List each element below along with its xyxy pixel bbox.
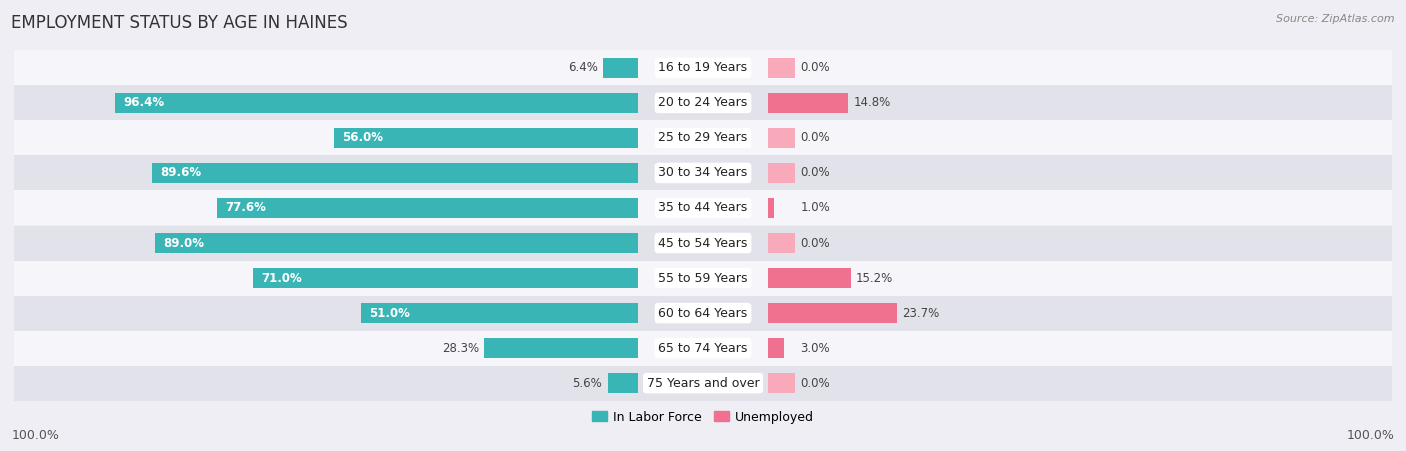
Text: 100.0%: 100.0% xyxy=(11,429,59,442)
Text: 14.8%: 14.8% xyxy=(853,97,891,110)
Text: 5.6%: 5.6% xyxy=(572,377,602,390)
Bar xyxy=(155,233,638,253)
Text: 65 to 74 Years: 65 to 74 Years xyxy=(658,341,748,354)
Bar xyxy=(603,58,638,78)
Text: 1.0%: 1.0% xyxy=(800,202,831,215)
Text: 100.0%: 100.0% xyxy=(1347,429,1395,442)
Text: 51.0%: 51.0% xyxy=(370,307,411,320)
Text: 89.0%: 89.0% xyxy=(163,236,204,249)
Bar xyxy=(0,120,1406,156)
Bar xyxy=(485,338,638,358)
Bar xyxy=(768,268,851,288)
Text: 3.0%: 3.0% xyxy=(800,341,831,354)
Text: 0.0%: 0.0% xyxy=(800,131,831,144)
Text: 75 Years and over: 75 Years and over xyxy=(647,377,759,390)
Bar xyxy=(0,51,1406,85)
Legend: In Labor Force, Unemployed: In Labor Force, Unemployed xyxy=(586,405,820,428)
Bar xyxy=(768,128,796,148)
Bar xyxy=(768,93,848,113)
Text: 89.6%: 89.6% xyxy=(160,166,201,179)
Text: 20 to 24 Years: 20 to 24 Years xyxy=(658,97,748,110)
Text: Source: ZipAtlas.com: Source: ZipAtlas.com xyxy=(1277,14,1395,23)
Bar xyxy=(0,331,1406,366)
Bar xyxy=(768,198,773,218)
Bar xyxy=(0,261,1406,295)
Text: 0.0%: 0.0% xyxy=(800,166,831,179)
Text: 15.2%: 15.2% xyxy=(856,272,893,285)
Bar xyxy=(768,303,897,323)
Bar xyxy=(0,295,1406,331)
Bar xyxy=(0,226,1406,261)
Text: 0.0%: 0.0% xyxy=(800,236,831,249)
Text: 16 to 19 Years: 16 to 19 Years xyxy=(658,61,748,74)
Text: 28.3%: 28.3% xyxy=(441,341,479,354)
Bar xyxy=(115,93,638,113)
Bar xyxy=(768,163,796,183)
Text: 6.4%: 6.4% xyxy=(568,61,598,74)
Bar xyxy=(0,190,1406,226)
Text: 60 to 64 Years: 60 to 64 Years xyxy=(658,307,748,320)
Text: 45 to 54 Years: 45 to 54 Years xyxy=(658,236,748,249)
Text: 0.0%: 0.0% xyxy=(800,61,831,74)
Bar xyxy=(253,268,638,288)
Text: 56.0%: 56.0% xyxy=(342,131,384,144)
Text: 0.0%: 0.0% xyxy=(800,377,831,390)
Bar xyxy=(217,198,638,218)
Text: EMPLOYMENT STATUS BY AGE IN HAINES: EMPLOYMENT STATUS BY AGE IN HAINES xyxy=(11,14,347,32)
Bar xyxy=(768,58,796,78)
Text: 77.6%: 77.6% xyxy=(225,202,266,215)
Bar xyxy=(607,373,638,393)
Text: 55 to 59 Years: 55 to 59 Years xyxy=(658,272,748,285)
Bar xyxy=(361,303,638,323)
Text: 96.4%: 96.4% xyxy=(124,97,165,110)
Bar xyxy=(768,373,796,393)
Bar xyxy=(0,156,1406,190)
Text: 35 to 44 Years: 35 to 44 Years xyxy=(658,202,748,215)
Text: 71.0%: 71.0% xyxy=(262,272,302,285)
Bar xyxy=(335,128,638,148)
Bar xyxy=(0,85,1406,120)
Bar xyxy=(768,233,796,253)
Bar xyxy=(152,163,638,183)
Text: 30 to 34 Years: 30 to 34 Years xyxy=(658,166,748,179)
Bar xyxy=(768,338,785,358)
Bar xyxy=(0,366,1406,400)
Text: 23.7%: 23.7% xyxy=(903,307,939,320)
Text: 25 to 29 Years: 25 to 29 Years xyxy=(658,131,748,144)
